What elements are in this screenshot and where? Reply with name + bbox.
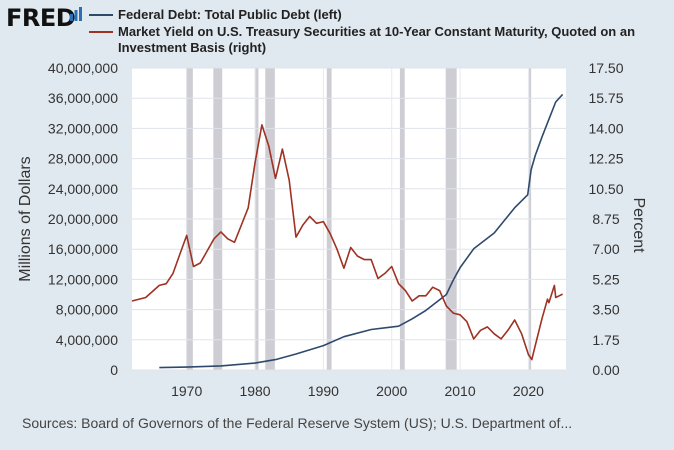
left-tick-label: 0 bbox=[110, 362, 118, 378]
right-tick-label: 12.25 bbox=[588, 151, 623, 167]
left-tick-label: 20,000,000 bbox=[48, 211, 118, 227]
series-line-debt bbox=[159, 93, 564, 369]
right-tick-label: 1.75 bbox=[592, 332, 619, 348]
fred-logo-chart-icon bbox=[70, 7, 82, 21]
left-tick-label: 8,000,000 bbox=[56, 302, 118, 318]
fred-logo: FRED bbox=[6, 4, 76, 32]
source-footer: Sources: Board of Governors of the Feder… bbox=[22, 415, 573, 431]
right-tick-label: 7.00 bbox=[592, 241, 619, 257]
left-tick-label: 12,000,000 bbox=[48, 271, 118, 287]
left-tick-label: 32,000,000 bbox=[48, 120, 118, 136]
legend-label-yield: Market Yield on U.S. Treasury Securities… bbox=[118, 24, 636, 55]
x-tick-label: 2000 bbox=[376, 383, 407, 399]
series-layer bbox=[131, 93, 564, 369]
x-axis-ticks: 1970 1980 1990 2000 2010 2020 bbox=[171, 383, 544, 399]
x-tick-label: 2020 bbox=[513, 383, 544, 399]
right-tick-label: 14.00 bbox=[588, 120, 623, 136]
right-tick-label: 8.75 bbox=[592, 211, 619, 227]
x-tick-label: 1990 bbox=[308, 383, 339, 399]
legend-label-debt: Federal Debt: Total Public Debt (left) bbox=[118, 7, 342, 22]
right-axis-ticks: 17.50 15.75 14.00 12.25 10.50 8.75 7.00 5.25 3.5… bbox=[588, 60, 623, 378]
legend-swatch-yield bbox=[89, 31, 113, 33]
left-tick-label: 4,000,000 bbox=[56, 332, 118, 348]
right-tick-label: 15.75 bbox=[588, 90, 623, 106]
legend-item-yield[interactable]: Market Yield on U.S. Treasury Securities… bbox=[89, 24, 652, 56]
left-tick-label: 28,000,000 bbox=[48, 151, 118, 167]
x-tick-label: 1970 bbox=[171, 383, 202, 399]
legend-swatch-debt bbox=[89, 14, 113, 16]
right-tick-label: 10.50 bbox=[588, 181, 623, 197]
right-tick-label: 5.25 bbox=[592, 271, 619, 287]
series-line-yield bbox=[131, 124, 563, 361]
left-axis-ticks: 40,000,000 36,000,000 32,000,000 28,000,000… bbox=[48, 60, 118, 378]
left-axis-label: Millions of Dollars bbox=[17, 156, 34, 281]
x-tick-label: 1980 bbox=[239, 383, 270, 399]
left-tick-label: 36,000,000 bbox=[48, 90, 118, 106]
grid bbox=[132, 67, 566, 371]
right-axis-label: Percent bbox=[630, 197, 647, 253]
x-tick-label: 2010 bbox=[444, 383, 475, 399]
legend-item-debt[interactable]: Federal Debt: Total Public Debt (left) bbox=[89, 7, 652, 23]
left-tick-label: 24,000,000 bbox=[48, 181, 118, 197]
left-tick-label: 16,000,000 bbox=[48, 241, 118, 257]
chart: 40,000,000 36,000,000 32,000,000 28,000,000… bbox=[17, 60, 647, 399]
right-tick-label: 3.50 bbox=[592, 302, 619, 318]
right-tick-label: 17.50 bbox=[588, 60, 623, 76]
right-tick-label: 0.00 bbox=[592, 362, 619, 378]
left-tick-label: 40,000,000 bbox=[48, 60, 118, 76]
